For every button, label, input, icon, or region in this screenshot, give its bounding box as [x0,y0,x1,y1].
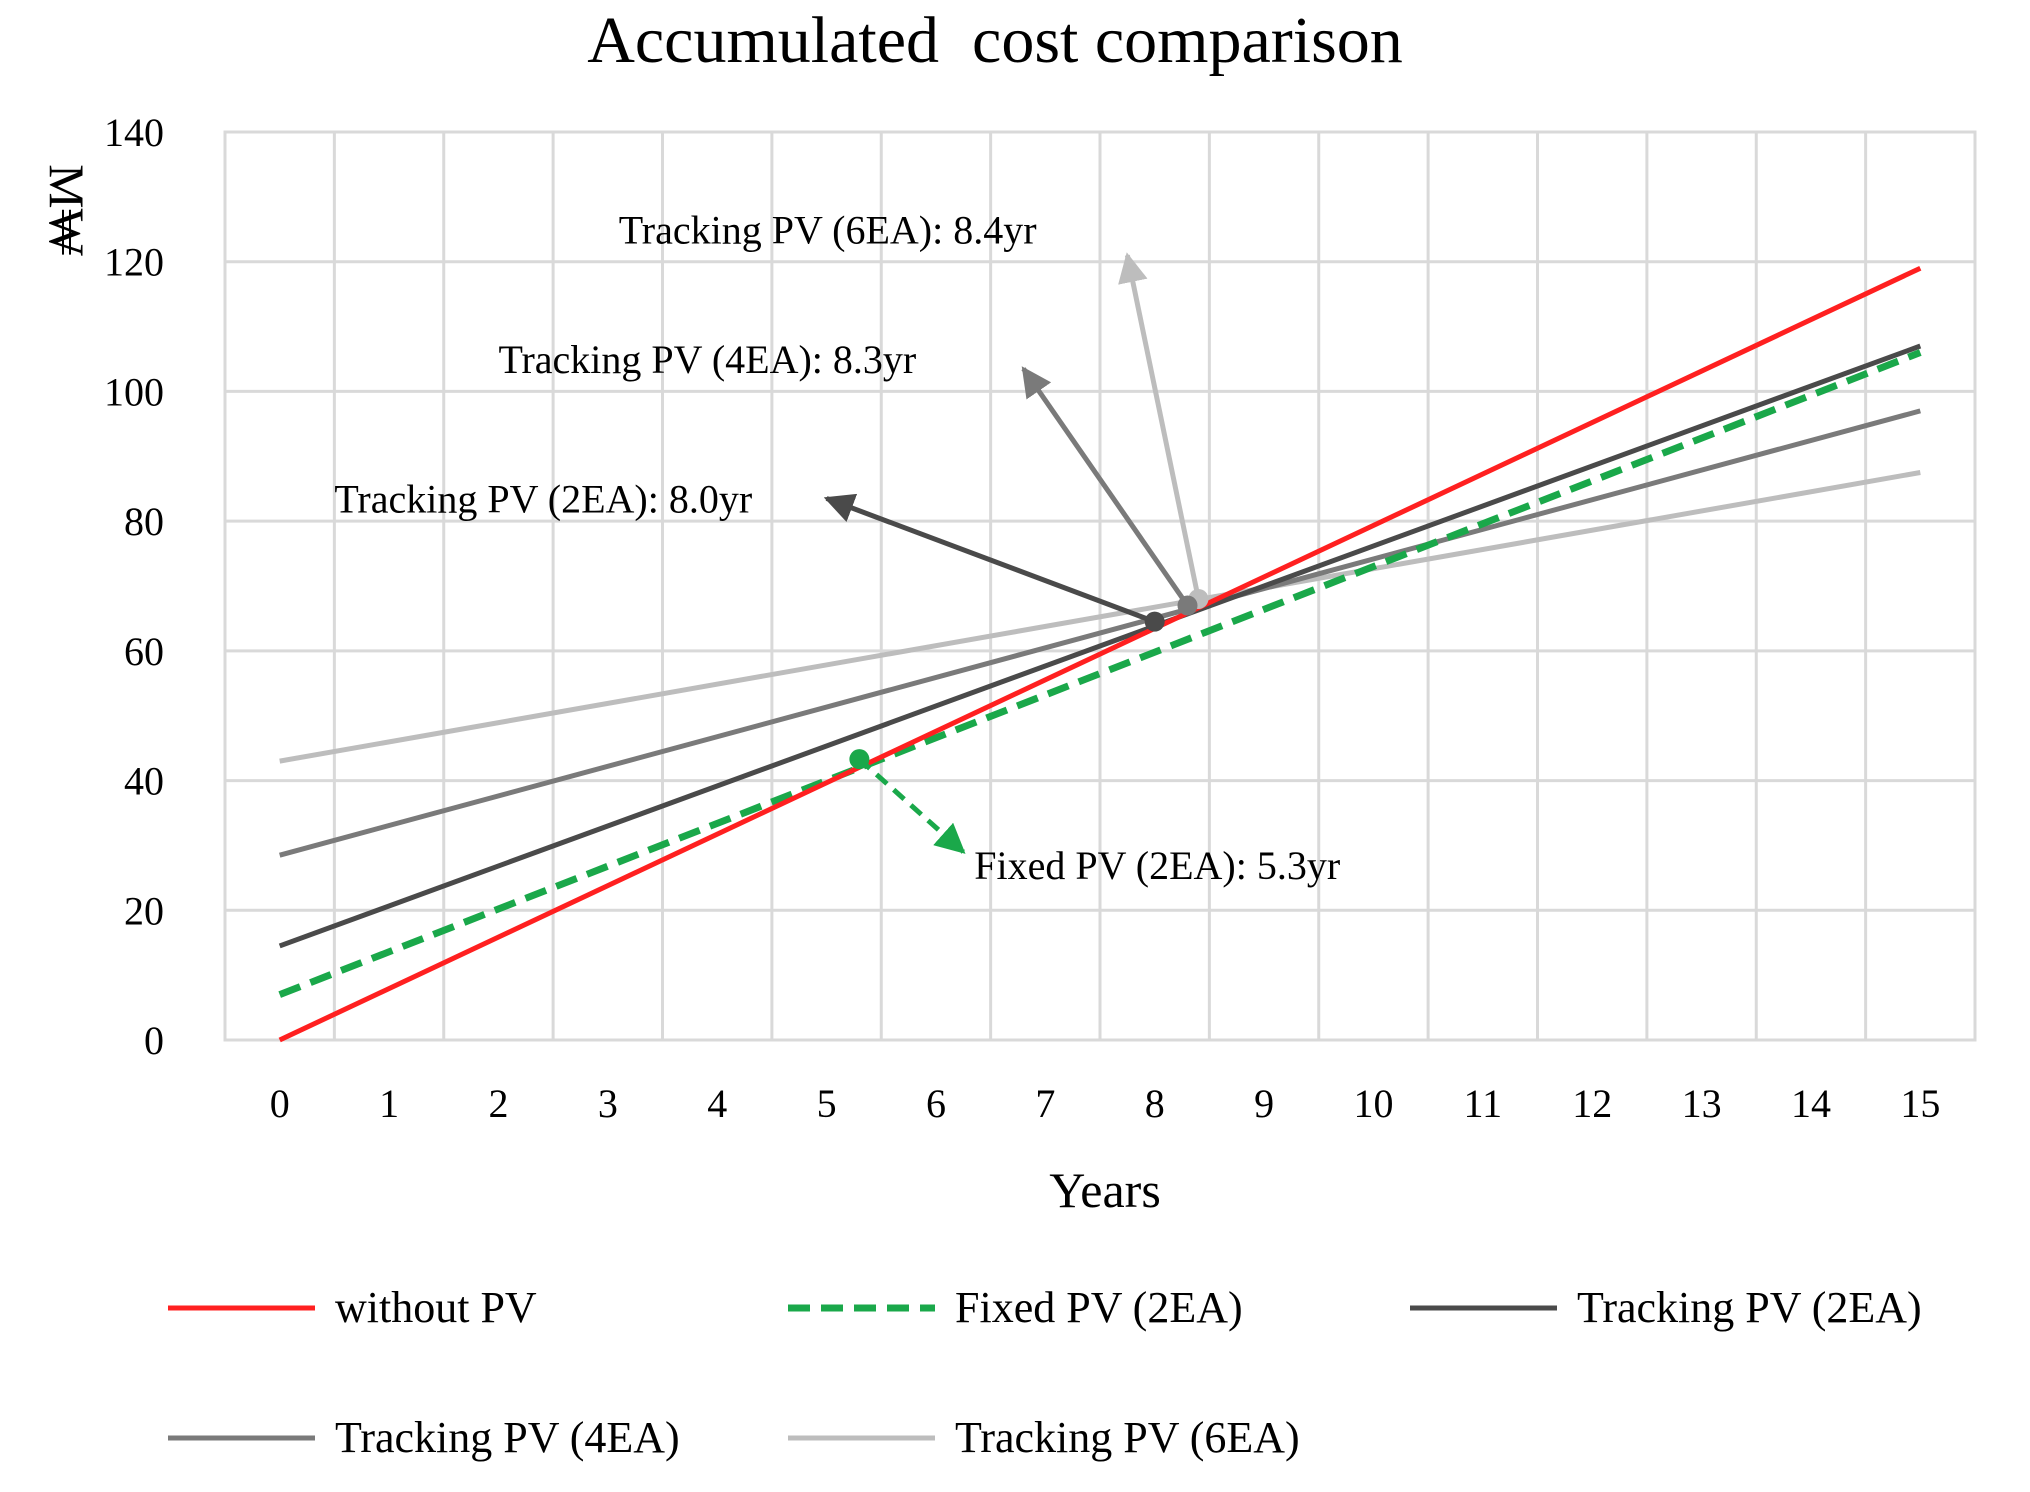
x-tick-label: 0 [270,1081,290,1126]
y-tick-label: 100 [104,369,164,414]
x-tick-label: 5 [817,1081,837,1126]
legend-label: Tracking PV (6EA) [955,1413,1300,1462]
annotation-layer: Tracking PV (6EA): 8.4yr Tracking PV (4EA… [334,207,1340,888]
annotation-arrow [857,757,966,854]
series-layer [278,265,1922,1043]
chart-title: Accumulated cost comparison [587,4,1403,77]
x-tick-label: 4 [707,1081,727,1126]
plot-border [223,130,1977,1042]
y-tick-label: 140 [104,110,164,155]
y-tick-label: 20 [124,888,164,933]
annotation-label: Tracking PV (4EA): 8.3yr [498,337,916,382]
y-tick-label: 120 [104,240,164,285]
x-tick-label: 12 [1572,1081,1612,1126]
x-tick-label: 10 [1353,1081,1393,1126]
annotation-label: Tracking PV (2EA): 8.0yr [334,476,752,521]
series-line-tracking-pv-4ea [279,408,1921,858]
y-axis-ticks: 0 20 40 60 80 100 120 140 [104,110,164,1063]
annotation-label: Tracking PV (6EA): 8.4yr [619,207,1037,252]
grid [223,130,1977,1042]
legend: without PV Fixed PV (2EA) Tracking PV (2EA… [168,1283,1922,1462]
series-line-tracking-pv-2ea [278,343,1922,949]
x-tick-label: 8 [1145,1081,1165,1126]
x-tick-label: 15 [1900,1081,1940,1126]
annotation-arrow [1021,366,1190,607]
series-line-fixed-pv-2ea [278,349,1922,998]
x-tick-label: 13 [1682,1081,1722,1126]
breakeven-point-marker [1177,595,1198,616]
x-tick-label: 7 [1035,1081,1055,1126]
x-tick-label: 6 [926,1081,946,1126]
series-line-without-pv [278,265,1922,1043]
breakeven-point-marker [1144,611,1165,632]
x-tick-label: 2 [488,1081,508,1126]
y-axis-label: M₩ [39,164,95,256]
y-tick-label: 60 [124,629,164,674]
legend-label: Fixed PV (2EA) [955,1283,1243,1332]
legend-label: Tracking PV (2EA) [1577,1283,1922,1332]
breakeven-point-marker [849,749,870,770]
x-axis-label: Years [1049,1162,1161,1218]
annotation-label: Fixed PV (2EA): 5.3yr [974,843,1340,888]
x-tick-label: 3 [598,1081,618,1126]
legend-label: Tracking PV (4EA) [335,1413,680,1462]
x-tick-label: 9 [1254,1081,1274,1126]
annotation-arrow [1118,252,1201,600]
x-tick-label: 11 [1464,1081,1503,1126]
legend-label: without PV [335,1283,537,1332]
x-axis-ticks: 0 1 2 3 4 5 6 7 8 9 10 11 12 13 14 15 [270,1081,1941,1126]
series-line-tracking-pv-6ea [279,470,1921,764]
x-tick-label: 14 [1791,1081,1831,1126]
y-tick-label: 0 [144,1018,164,1063]
annotation-arrow [823,493,1156,625]
y-tick-label: 40 [124,759,164,804]
x-tick-label: 1 [379,1081,399,1126]
y-tick-label: 80 [124,499,164,544]
plot-frame [223,130,1977,1042]
